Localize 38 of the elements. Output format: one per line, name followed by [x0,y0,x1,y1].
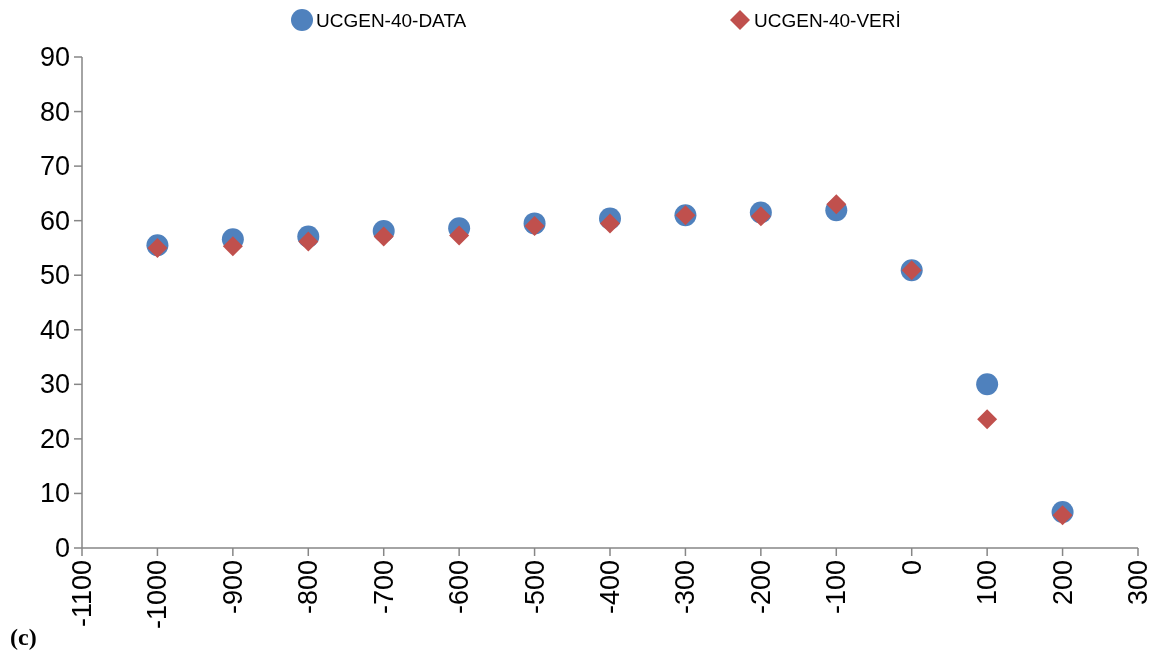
y-tick-label: 70 [39,151,70,182]
point [600,213,620,234]
y-tick-label: 90 [39,42,70,72]
y-tick-label: 20 [39,423,70,454]
x-tick-label: -700 [368,560,399,615]
x-tick-label: -1100 [67,560,97,628]
point [298,231,319,252]
x-tick-label: -300 [670,560,701,615]
x-tick-label: 100 [972,560,1003,606]
legend-label: UCGEN-40-DATA [316,9,467,31]
y-tick-label: 10 [39,478,70,509]
x-tick-label: -200 [745,560,776,615]
point [826,194,847,215]
y-tick-label: 80 [39,96,70,127]
point [449,225,470,246]
y-tick-label: 60 [39,205,70,236]
point [750,206,771,227]
point [1052,505,1073,526]
x-tick-label: -100 [821,560,852,615]
x-tick-label: 300 [1123,560,1153,606]
x-tick-label: 0 [896,560,927,576]
y-tick-label: 50 [39,260,70,291]
x-tick-label: -400 [595,560,625,615]
x-tick-label: -900 [217,560,248,615]
point [373,226,394,247]
legend-label: UCGEN-40-VERİ [754,9,901,31]
point [222,236,243,257]
y-tick-label: 0 [54,533,70,563]
x-tick-label: 200 [1047,560,1078,606]
text: (c) [10,624,37,650]
point [976,373,999,396]
x-tick-label: -800 [293,560,324,615]
y-tick-label: 40 [39,314,70,345]
point [977,409,998,430]
x-tick-label: -500 [519,560,550,615]
x-tick-label: -600 [444,560,475,615]
x-tick-label: -1000 [142,560,173,630]
y-tick-label: 30 [39,369,70,400]
